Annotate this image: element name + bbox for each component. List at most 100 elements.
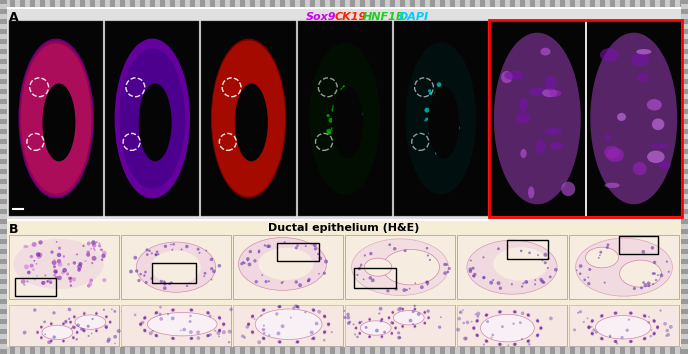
- Bar: [215, 0, 220, 7]
- Circle shape: [335, 113, 337, 115]
- Circle shape: [257, 340, 261, 344]
- Ellipse shape: [69, 320, 72, 324]
- Ellipse shape: [258, 248, 313, 280]
- Circle shape: [343, 101, 345, 103]
- Bar: [320, 0, 325, 7]
- Ellipse shape: [391, 321, 394, 325]
- Circle shape: [371, 278, 375, 282]
- Bar: [145, 347, 150, 354]
- Circle shape: [432, 114, 436, 117]
- Circle shape: [471, 321, 473, 322]
- Circle shape: [44, 274, 46, 276]
- Bar: [0, 219, 7, 224]
- Circle shape: [304, 311, 306, 313]
- Ellipse shape: [255, 309, 322, 339]
- Bar: [390, 347, 395, 354]
- Circle shape: [47, 340, 51, 344]
- Bar: [681, 174, 688, 179]
- Bar: [25, 0, 30, 7]
- Ellipse shape: [613, 311, 618, 315]
- Ellipse shape: [13, 239, 104, 289]
- Bar: [10, 347, 15, 354]
- Circle shape: [180, 249, 182, 250]
- Bar: [100, 0, 105, 7]
- Ellipse shape: [658, 160, 671, 170]
- Circle shape: [348, 321, 351, 324]
- Bar: [681, 44, 688, 49]
- Bar: [506, 240, 548, 259]
- Ellipse shape: [43, 84, 76, 161]
- Circle shape: [323, 331, 326, 333]
- Bar: [570, 347, 575, 354]
- Circle shape: [653, 272, 656, 275]
- Circle shape: [440, 122, 445, 127]
- Bar: [275, 0, 280, 7]
- Circle shape: [652, 283, 654, 285]
- Bar: [489, 20, 682, 217]
- Bar: [105, 21, 200, 216]
- Circle shape: [667, 333, 670, 337]
- Bar: [681, 24, 688, 29]
- Bar: [70, 347, 75, 354]
- Circle shape: [391, 321, 393, 324]
- Circle shape: [499, 286, 502, 290]
- Bar: [345, 305, 455, 346]
- Ellipse shape: [526, 313, 530, 317]
- Ellipse shape: [95, 312, 98, 315]
- Circle shape: [89, 279, 93, 282]
- Circle shape: [442, 147, 444, 149]
- Bar: [5, 0, 10, 7]
- Circle shape: [544, 253, 548, 257]
- Bar: [0, 139, 7, 144]
- Circle shape: [365, 326, 367, 329]
- Bar: [460, 347, 465, 354]
- Bar: [0, 239, 7, 244]
- Bar: [681, 204, 688, 209]
- Circle shape: [521, 285, 524, 288]
- Circle shape: [436, 114, 439, 116]
- Circle shape: [601, 337, 603, 340]
- Ellipse shape: [358, 321, 361, 325]
- Circle shape: [241, 335, 244, 338]
- Bar: [660, 347, 665, 354]
- Circle shape: [630, 312, 632, 315]
- Circle shape: [69, 284, 72, 287]
- Bar: [619, 236, 658, 254]
- Bar: [233, 305, 343, 346]
- Circle shape: [347, 139, 350, 142]
- Circle shape: [264, 244, 266, 247]
- Circle shape: [77, 264, 82, 269]
- Bar: [0, 54, 7, 59]
- Circle shape: [528, 343, 530, 346]
- Circle shape: [41, 281, 45, 285]
- Ellipse shape: [628, 340, 634, 343]
- Circle shape: [73, 326, 76, 329]
- Circle shape: [248, 263, 251, 266]
- Circle shape: [317, 310, 321, 314]
- Bar: [240, 0, 245, 7]
- Bar: [681, 339, 688, 344]
- Bar: [0, 229, 7, 234]
- Circle shape: [242, 261, 244, 264]
- Ellipse shape: [428, 86, 460, 159]
- Bar: [0, 254, 7, 259]
- Ellipse shape: [383, 250, 440, 285]
- Circle shape: [426, 280, 429, 283]
- Bar: [140, 0, 145, 7]
- Bar: [490, 0, 495, 7]
- Bar: [570, 0, 575, 7]
- Circle shape: [391, 311, 394, 314]
- Bar: [681, 289, 688, 294]
- Bar: [680, 347, 685, 354]
- Bar: [295, 0, 300, 7]
- Bar: [390, 0, 395, 7]
- Bar: [120, 347, 125, 354]
- Circle shape: [87, 335, 89, 337]
- Circle shape: [475, 334, 479, 337]
- Bar: [515, 347, 520, 354]
- Circle shape: [121, 310, 123, 313]
- Circle shape: [52, 335, 56, 339]
- Circle shape: [402, 325, 404, 327]
- Bar: [225, 347, 230, 354]
- Bar: [140, 347, 145, 354]
